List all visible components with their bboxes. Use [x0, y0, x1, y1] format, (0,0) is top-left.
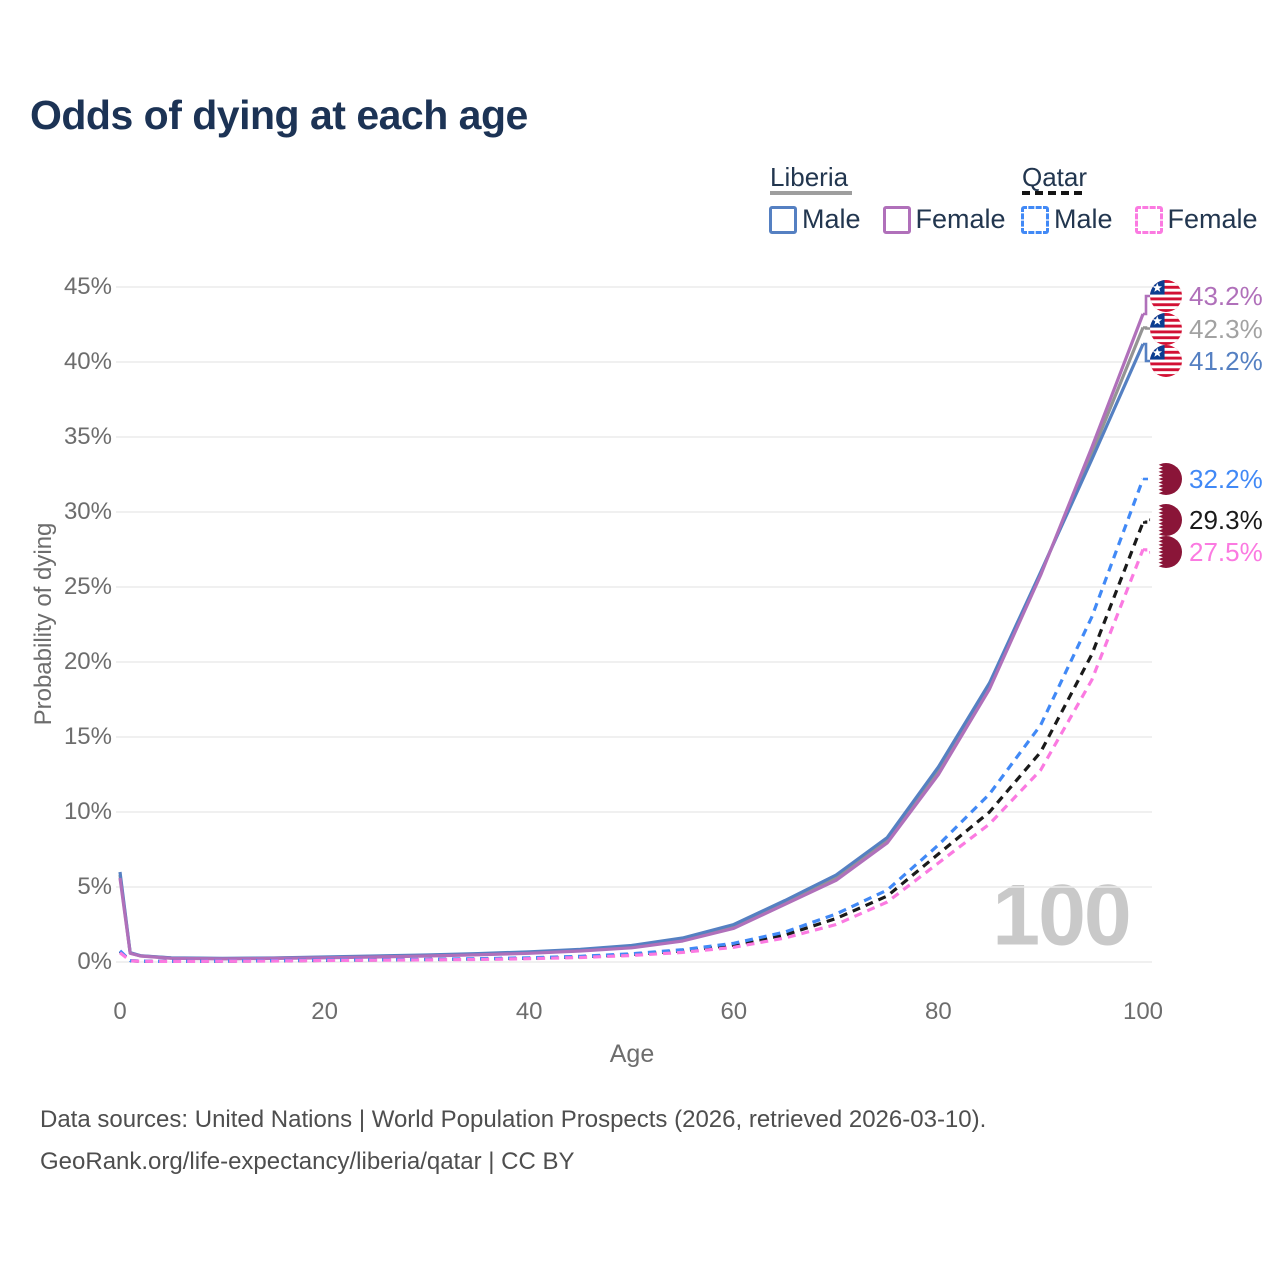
end-value-label: 41.2%	[1189, 346, 1263, 376]
end-label-qatar-male: 32.2%	[1150, 463, 1263, 495]
leader-line-qatar_female	[1143, 548, 1151, 554]
legend-liberia-solid-line-icon	[770, 191, 852, 195]
leader-line-liberia_male	[1143, 342, 1151, 363]
legend-item-label: Female	[1167, 204, 1258, 234]
end-value-label: 32.2%	[1189, 464, 1263, 494]
qatar-flag-icon	[1150, 463, 1182, 495]
legend-item-label: Male	[1054, 204, 1113, 234]
x-tick-label: 20	[311, 998, 338, 1025]
leader-line-qatar_both	[1143, 518, 1151, 524]
end-label-qatar-female: 27.5%	[1150, 536, 1263, 569]
y-tick-label: 35%	[63, 423, 112, 450]
x-tick-label: 40	[515, 998, 543, 1025]
attribution-text: GeoRank.org/life-expectancy/liberia/qata…	[40, 1148, 575, 1175]
y-tick-label: 10%	[63, 798, 112, 825]
legend-item-qatar-male[interactable]: Male	[1021, 204, 1113, 235]
end-value-label: 42.3%	[1189, 313, 1263, 344]
end-label-liberia-both: 42.3%	[1150, 312, 1263, 345]
legend-liberia-items: Male Female	[769, 204, 1028, 235]
legend-group-liberia-title: Liberia	[770, 162, 849, 192]
legend-item-qatar-female[interactable]: Female	[1134, 204, 1258, 235]
legend-qatar-dashed-line-icon	[1022, 191, 1082, 195]
qatar-flag-icon	[1150, 503, 1182, 536]
series-line-liberia_male	[118, 343, 1145, 960]
y-tick-label: 45%	[63, 273, 112, 300]
x-axis-title: Age	[609, 1040, 655, 1068]
x-tick-label: 100	[1122, 998, 1164, 1025]
end-label-liberia-male: 41.2%	[1150, 345, 1263, 377]
legend-qatar-items: Male Female	[1021, 204, 1280, 235]
qatar-flag-icon	[1150, 536, 1182, 569]
x-tick-label: 80	[925, 998, 952, 1025]
series-line-qatar_male	[118, 478, 1145, 963]
leader-line-liberia_both	[1143, 326, 1151, 330]
legend-group-qatar-title: Qatar	[1022, 162, 1088, 192]
end-label-qatar-both: 29.3%	[1150, 503, 1263, 536]
qatar-male-swatch-icon	[1021, 205, 1049, 234]
series-line-liberia_female	[118, 313, 1145, 961]
hover-age-watermark: 100	[992, 867, 1131, 964]
liberia-flag-icon	[1150, 312, 1182, 345]
x-tick-label: 60	[720, 998, 748, 1025]
end-value-label: 27.5%	[1189, 537, 1263, 568]
series-line-qatar_female	[119, 548, 1145, 963]
qatar-female-swatch-icon	[1134, 205, 1163, 234]
legend-item-label: Male	[802, 204, 861, 234]
legend-item-liberia-female[interactable]: Female	[882, 204, 1006, 235]
end-value-label: 29.3%	[1189, 504, 1263, 535]
y-tick-label: 25%	[63, 573, 112, 600]
liberia-female-swatch-icon	[882, 205, 911, 234]
y-tick-label: 15%	[63, 723, 112, 750]
chart-title: Odds of dying at each age	[30, 92, 528, 138]
y-tick-label: 20%	[63, 648, 112, 675]
y-tick-label: 5%	[77, 873, 112, 900]
y-tick-label: 30%	[63, 498, 112, 525]
liberia-male-swatch-icon	[769, 205, 797, 234]
end-value-label: 43.2%	[1189, 281, 1263, 311]
y-tick-label: 40%	[63, 348, 112, 375]
end-label-liberia-female: 43.2%	[1150, 280, 1263, 312]
series-line-qatar_both	[118, 521, 1145, 963]
series-line-liberia_both	[118, 326, 1145, 961]
x-tick-label: 0	[113, 998, 127, 1025]
liberia-flag-icon	[1150, 345, 1182, 377]
leader-line-liberia_female	[1143, 294, 1151, 316]
legend-item-label: Female	[915, 204, 1006, 234]
data-sources-text: Data sources: United Nations | World Pop…	[40, 1106, 987, 1133]
y-tick-label: 0%	[77, 948, 112, 975]
legend-item-liberia-male[interactable]: Male	[769, 204, 861, 235]
liberia-flag-icon	[1150, 280, 1182, 312]
